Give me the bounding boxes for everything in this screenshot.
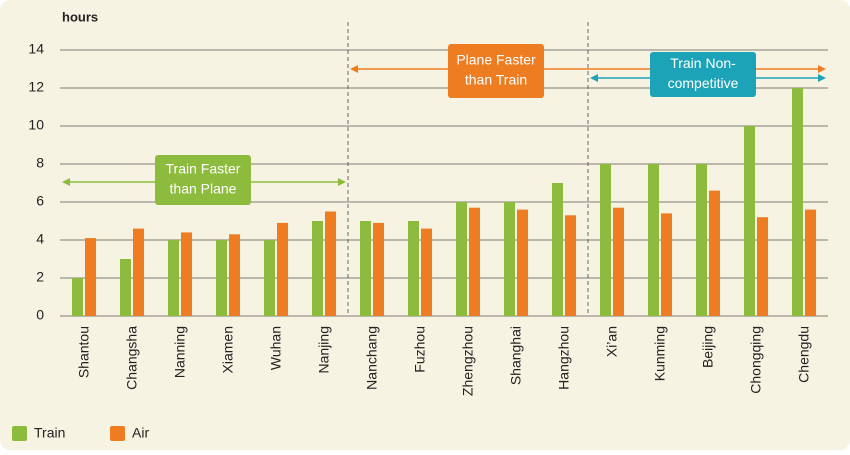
x-tick-label: Xiamen (220, 326, 236, 373)
annotation-box (650, 52, 756, 97)
bar (613, 207, 624, 316)
x-tick-label: Hangzhou (556, 326, 572, 390)
x-tick-label: Chengdu (796, 326, 812, 383)
y-tick-label: 14 (28, 41, 44, 57)
bar (421, 228, 432, 316)
annotation-text: than Train (465, 72, 527, 88)
x-tick-label: Xi’an (604, 326, 620, 357)
bar (805, 209, 816, 316)
bar (133, 228, 144, 316)
legend-label: Train (34, 425, 65, 441)
bar (469, 207, 480, 316)
x-tick-label: Wuhan (268, 326, 284, 370)
x-tick-label: Nanchang (364, 326, 380, 390)
annotation-box (448, 44, 544, 98)
bar (325, 211, 336, 316)
bar (456, 202, 467, 316)
x-tick-label: Nanjing (316, 326, 332, 373)
bar (504, 202, 515, 316)
bar (277, 222, 288, 316)
bar (72, 278, 83, 316)
x-tick-label: Kunming (652, 326, 668, 381)
bar (264, 240, 275, 316)
x-tick-label: Beijing (700, 326, 716, 368)
y-tick-label: 4 (36, 231, 44, 247)
y-axis-label: hours (62, 9, 98, 24)
bar (373, 222, 384, 316)
bar (229, 234, 240, 316)
annotation-text: Train Faster (166, 161, 241, 177)
y-tick-label: 12 (28, 79, 44, 95)
bar (216, 240, 227, 316)
y-tick-label: 8 (36, 155, 44, 171)
x-tick-label: Nanning (172, 326, 188, 378)
x-tick-label: Shanghai (508, 326, 524, 385)
bar (757, 217, 768, 316)
bar (648, 164, 659, 316)
bar (565, 215, 576, 316)
legend-swatch (12, 426, 27, 441)
legend-label: Air (132, 425, 149, 441)
annotation-text: than Plane (170, 181, 237, 197)
bar (552, 183, 563, 316)
x-tick-label: Zhengzhou (460, 326, 476, 396)
annotation-text: Train Non- (670, 55, 736, 71)
bar (181, 232, 192, 316)
annotation-box (155, 155, 251, 205)
bar (600, 164, 611, 316)
y-tick-label: 10 (28, 117, 44, 133)
x-tick-label: Fuzhou (412, 326, 428, 373)
bar (792, 88, 803, 316)
x-tick-label: Changsha (124, 326, 140, 390)
bar (312, 221, 323, 316)
bar (360, 221, 371, 316)
x-tick-label: Chongqing (748, 326, 764, 394)
bar (408, 221, 419, 316)
bar (120, 259, 131, 316)
bar (517, 209, 528, 316)
bar (85, 238, 96, 316)
legend-swatch (110, 426, 125, 441)
y-tick-label: 2 (36, 269, 44, 285)
bar (744, 126, 755, 316)
y-tick-label: 6 (36, 193, 44, 209)
bar (696, 164, 707, 316)
y-tick-label: 0 (36, 307, 44, 323)
bar (709, 190, 720, 316)
bar (661, 213, 672, 316)
annotation-text: Plane Faster (456, 52, 536, 68)
x-tick-label: Shantou (76, 326, 92, 378)
bar (168, 240, 179, 316)
annotation-text: competitive (668, 75, 739, 91)
